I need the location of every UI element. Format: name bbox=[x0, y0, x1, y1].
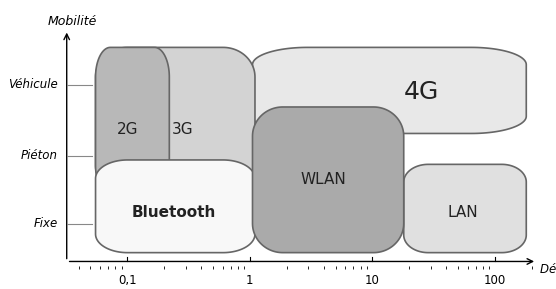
Text: 1: 1 bbox=[246, 274, 254, 287]
Text: Mobilité: Mobilité bbox=[48, 14, 97, 27]
Polygon shape bbox=[96, 47, 255, 195]
Text: 4G: 4G bbox=[404, 79, 439, 103]
Text: 3G: 3G bbox=[171, 122, 193, 136]
Text: 0,1: 0,1 bbox=[118, 274, 137, 287]
Text: WLAN: WLAN bbox=[301, 172, 346, 187]
Polygon shape bbox=[96, 160, 255, 253]
Text: LAN: LAN bbox=[448, 205, 479, 221]
Polygon shape bbox=[252, 107, 404, 253]
Polygon shape bbox=[96, 47, 170, 195]
Text: Débit ( Mbps ): Débit ( Mbps ) bbox=[539, 263, 556, 276]
Polygon shape bbox=[404, 164, 527, 253]
Polygon shape bbox=[252, 47, 527, 134]
Text: 2G: 2G bbox=[117, 122, 138, 136]
Text: Piéton: Piéton bbox=[21, 149, 58, 162]
Text: 100: 100 bbox=[484, 274, 506, 287]
Text: 10: 10 bbox=[365, 274, 380, 287]
Text: Véhicule: Véhicule bbox=[8, 78, 58, 91]
Text: Bluetooth: Bluetooth bbox=[132, 205, 216, 221]
Text: Fixe: Fixe bbox=[34, 217, 58, 230]
